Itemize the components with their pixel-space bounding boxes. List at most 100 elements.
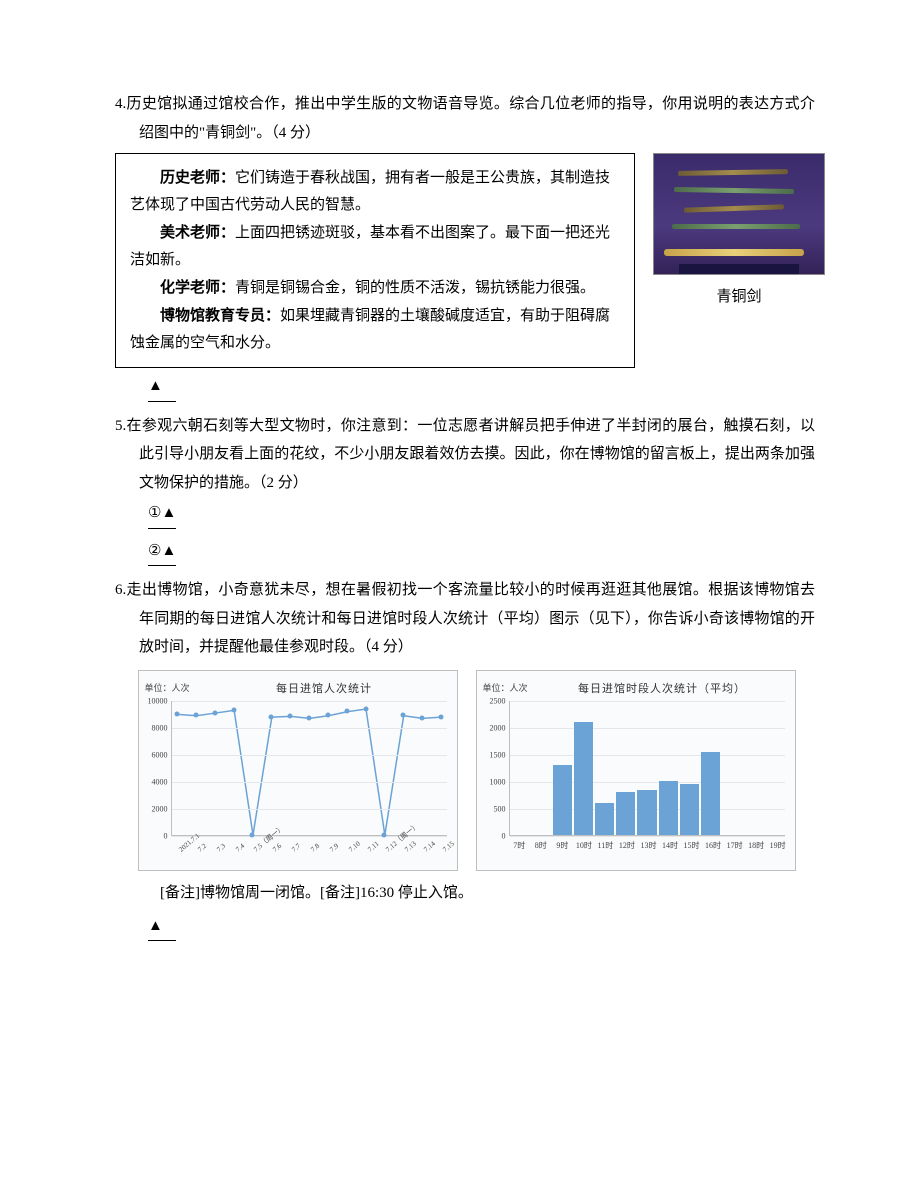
xtick-label: 17时 bbox=[724, 838, 746, 853]
data-point bbox=[344, 709, 349, 714]
data-point bbox=[325, 713, 330, 718]
q6-prompt: 6.走出博物馆，小奇意犹未尽，想在暑假初找一个客流量比较小的时候再逛逛其他展馆。… bbox=[115, 576, 815, 662]
ytick-label: 2000 bbox=[142, 802, 168, 817]
sword-illustration-1 bbox=[678, 169, 788, 176]
data-point bbox=[438, 714, 443, 719]
q5-answer-1: ①▲ bbox=[115, 499, 815, 529]
teacher-museum: 博物馆教育专员：如果埋藏青铜器的土壤酸碱度适宜，有助于阻碍腐蚀金属的空气和水分。 bbox=[130, 302, 620, 357]
daily-chart-title: 每日进馆人次统计 bbox=[198, 679, 451, 700]
q4-content-row: 历史老师：它们铸造于春秋战国，拥有者一般是王公贵族，其制造技艺体现了中国古代劳动… bbox=[115, 153, 815, 368]
xtick-label: 8时 bbox=[530, 838, 552, 853]
xtick-label: 14时 bbox=[659, 838, 681, 853]
hourly-chart: 单位：人次 每日进馆时段人次统计（平均） 0500100015002000250… bbox=[476, 670, 796, 872]
data-point bbox=[231, 707, 236, 712]
daily-xlabels: 2021.7.17.27.37.47.5（周一）7.67.77.87.97.10… bbox=[171, 836, 451, 868]
gridline bbox=[510, 836, 785, 837]
gridline bbox=[172, 809, 447, 810]
daily-plot-area: 0200040006000800010000 bbox=[171, 701, 447, 836]
xtick-label: 11时 bbox=[595, 838, 617, 853]
art-label: 美术老师： bbox=[160, 224, 235, 241]
xtick-label: 19时 bbox=[767, 838, 789, 853]
data-point bbox=[193, 713, 198, 718]
xtick-label: 15时 bbox=[681, 838, 703, 853]
bar bbox=[637, 790, 656, 836]
xtick-label: 13时 bbox=[638, 838, 660, 853]
ytick-label: 2500 bbox=[480, 694, 506, 709]
question-6: 6.走出博物馆，小奇意犹未尽，想在暑假初找一个客流量比较小的时候再逛逛其他展馆。… bbox=[115, 576, 815, 941]
ytick-label: 0 bbox=[142, 829, 168, 844]
bar bbox=[616, 792, 635, 835]
data-point bbox=[175, 711, 180, 716]
hourly-xlabels: 7时8时9时10时11时12时13时14时15时16时17时18时19时 bbox=[509, 838, 789, 853]
teacher-history: 历史老师：它们铸造于春秋战国，拥有者一般是王公贵族，其制造技艺体现了中国古代劳动… bbox=[130, 164, 620, 219]
gridline bbox=[172, 728, 447, 729]
teacher-art: 美术老师：上面四把锈迹斑驳，基本看不出图案了。最下面一把还光洁如新。 bbox=[130, 219, 620, 274]
data-point bbox=[420, 715, 425, 720]
sword-illustration-5 bbox=[664, 249, 804, 256]
q5-answer-2: ②▲ bbox=[115, 537, 815, 567]
ytick-label: 1500 bbox=[480, 748, 506, 763]
bronze-sword-image bbox=[653, 153, 825, 275]
bar bbox=[680, 784, 699, 835]
ytick-label: 2000 bbox=[480, 721, 506, 736]
ytick-label: 500 bbox=[480, 802, 506, 817]
xtick-label: 12时 bbox=[616, 838, 638, 853]
chem-label: 化学老师： bbox=[160, 279, 235, 296]
gridline bbox=[172, 782, 447, 783]
daily-line-svg bbox=[172, 701, 447, 835]
gridline bbox=[510, 782, 785, 783]
gridline bbox=[510, 701, 785, 702]
history-label: 历史老师： bbox=[160, 169, 235, 186]
q4-answer-blank: ▲ bbox=[115, 372, 815, 402]
daily-chart: 单位：人次 每日进馆人次统计 0200040006000800010000 20… bbox=[138, 670, 458, 872]
ytick-label: 1000 bbox=[480, 775, 506, 790]
q6-number: 6. bbox=[115, 582, 126, 598]
data-point bbox=[363, 706, 368, 711]
bar bbox=[701, 752, 720, 836]
gridline bbox=[510, 728, 785, 729]
q4-prompt: 4.历史馆拟通过馆校合作，推出中学生版的文物语音导览。综合几位老师的指导，你用说… bbox=[115, 90, 815, 147]
xtick-label: 10时 bbox=[573, 838, 595, 853]
xtick-label: 18时 bbox=[745, 838, 767, 853]
ytick-label: 8000 bbox=[142, 721, 168, 736]
ytick-label: 6000 bbox=[142, 748, 168, 763]
data-point bbox=[307, 715, 312, 720]
daily-chart-header: 单位：人次 每日进馆人次统计 bbox=[145, 679, 451, 700]
charts-row: 单位：人次 每日进馆人次统计 0200040006000800010000 20… bbox=[115, 670, 815, 872]
hourly-plot-area: 05001000150020002500 bbox=[509, 701, 785, 836]
data-point bbox=[269, 714, 274, 719]
bar bbox=[574, 722, 593, 835]
xtick-label: 7时 bbox=[509, 838, 531, 853]
bar bbox=[595, 803, 614, 835]
ytick-label: 4000 bbox=[142, 775, 168, 790]
answer-mark-2: ②▲ bbox=[148, 537, 176, 567]
answer-mark-1: ①▲ bbox=[148, 499, 176, 529]
gridline bbox=[172, 755, 447, 756]
bar bbox=[659, 781, 678, 835]
teachers-box: 历史老师：它们铸造于春秋战国，拥有者一般是王公贵族，其制造技艺体现了中国古代劳动… bbox=[115, 153, 635, 368]
data-point bbox=[401, 713, 406, 718]
answer-triangle-q6: ▲ bbox=[148, 912, 176, 942]
ytick-label: 10000 bbox=[142, 694, 168, 709]
xtick-label: 7.15 bbox=[440, 839, 466, 867]
q5-prompt: 5.在参观六朝石刻等大型文物时，你注意到：一位志愿者讲解员把手伸进了半封闭的展台… bbox=[115, 412, 815, 498]
sword-caption: 青铜剑 bbox=[716, 283, 761, 312]
data-point bbox=[212, 710, 217, 715]
xtick-label: 16时 bbox=[702, 838, 724, 853]
teacher-chem: 化学老师：青铜是铜锡合金，铜的性质不活泼，锡抗锈能力很强。 bbox=[130, 274, 620, 302]
sword-figure-column: 青铜剑 bbox=[653, 153, 825, 312]
q5-text: 在参观六朝石刻等大型文物时，你注意到：一位志愿者讲解员把手伸进了半封闭的展台，触… bbox=[126, 418, 815, 491]
hourly-chart-header: 单位：人次 每日进馆时段人次统计（平均） bbox=[483, 679, 789, 700]
chem-text: 青铜是铜锡合金，铜的性质不活泼，锡抗锈能力很强。 bbox=[235, 280, 595, 296]
question-4: 4.历史馆拟通过馆校合作，推出中学生版的文物语音导览。综合几位老师的指导，你用说… bbox=[115, 90, 815, 402]
ytick-label: 0 bbox=[480, 829, 506, 844]
q6-note: [备注]博物馆周一闭馆。[备注]16:30 停止入馆。 bbox=[115, 879, 815, 908]
q6-answer-blank: ▲ bbox=[115, 912, 815, 942]
sword-illustration-4 bbox=[672, 224, 800, 229]
answer-triangle: ▲ bbox=[148, 372, 176, 402]
q6-text: 走出博物馆，小奇意犹未尽，想在暑假初找一个客流量比较小的时候再逛逛其他展馆。根据… bbox=[126, 582, 815, 655]
q4-text: 历史馆拟通过馆校合作，推出中学生版的文物语音导览。综合几位老师的指导，你用说明的… bbox=[126, 96, 815, 141]
gridline bbox=[510, 755, 785, 756]
data-point bbox=[288, 713, 293, 718]
hourly-chart-title: 每日进馆时段人次统计（平均） bbox=[536, 679, 789, 700]
